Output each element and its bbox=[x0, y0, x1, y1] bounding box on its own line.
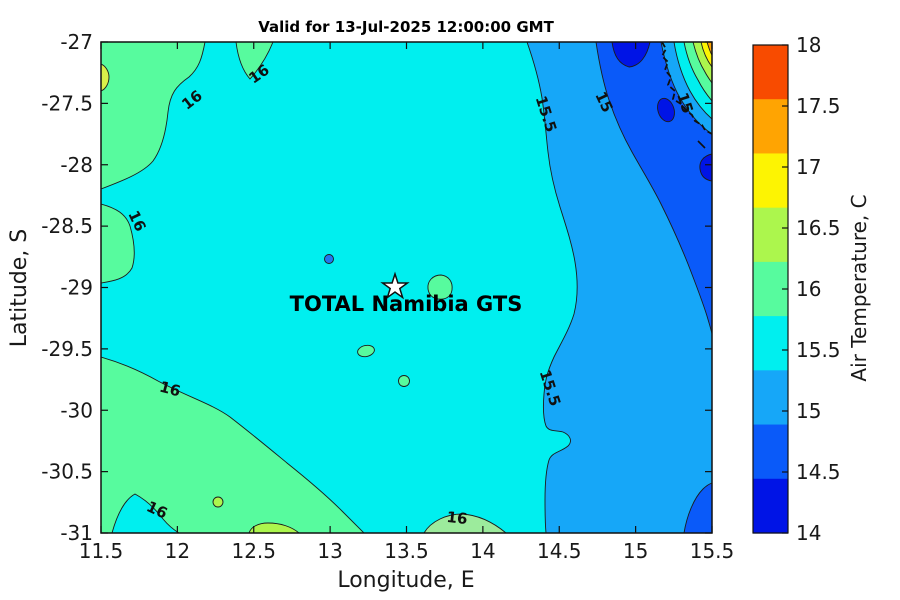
colorbar-label: Air Temperature, C bbox=[847, 194, 871, 381]
x-axis-label: Longitude, E bbox=[337, 568, 474, 593]
colorbar-segment-orange bbox=[753, 99, 788, 155]
band-16-16.5-center-blob bbox=[427, 274, 453, 300]
x-tick-label: 13.5 bbox=[384, 539, 429, 563]
contour-label-16: 16 bbox=[158, 378, 183, 401]
y-tick-label: -27 bbox=[60, 30, 93, 54]
x-tick-label: 15.5 bbox=[690, 539, 735, 563]
band-16.5-17-lens-west-edge bbox=[101, 63, 110, 92]
axis-ticks: 11.5 12 12.5 13 13.5 14 14.5 15 15.5 -27 -27.5 -28 -… bbox=[41, 30, 734, 563]
x-tick-label: 11.5 bbox=[79, 539, 124, 563]
band-14-14.5-blob-edge bbox=[699, 153, 712, 182]
station-label: TOTAL Namibia GTS bbox=[290, 292, 523, 316]
colorbar-segment-dodger bbox=[753, 370, 788, 426]
band-16-16.5-bottom-bump bbox=[423, 513, 507, 533]
x-tick-label: 13 bbox=[317, 539, 342, 563]
colorbar-tick-label: 17 bbox=[796, 155, 821, 179]
coastline bbox=[660, 42, 712, 135]
y-tick-label: -30.5 bbox=[41, 460, 93, 484]
band-14.5-15-southeast-corner bbox=[683, 482, 712, 533]
band-16-16.5-top-tongue bbox=[235, 42, 274, 80]
colorbar-segment-blue bbox=[753, 424, 788, 480]
cold-dot-15-15.5 bbox=[324, 254, 334, 264]
coastline-fragment bbox=[697, 140, 706, 149]
y-axis-label: Latitude, S bbox=[7, 229, 32, 348]
y-tick-label: -28.5 bbox=[41, 214, 93, 238]
band-14.5-15-northeast bbox=[595, 42, 712, 335]
colorbar-tick-label: 17.5 bbox=[796, 94, 841, 118]
corner-band-17.5-18 bbox=[706, 42, 712, 56]
colorbar-tick-label: 15 bbox=[796, 399, 821, 423]
plot-title: Valid for 13-Jul-2025 12:00:00 GMT bbox=[258, 18, 554, 36]
colorbar: 18 17.5 17 16.5 16 15.5 15 14.5 14 bbox=[752, 33, 841, 545]
contour-label-15: 15 bbox=[673, 90, 697, 115]
colorbar-tick-label: 18 bbox=[796, 33, 821, 57]
plot-border bbox=[100, 41, 713, 534]
band-16-16.5-west-lobe bbox=[101, 203, 135, 284]
x-tick-label: 14.5 bbox=[537, 539, 582, 563]
colorbar-segment-dark_blue bbox=[753, 478, 788, 534]
colorbar-segment-green_yellow bbox=[753, 207, 788, 263]
colorbar-segment-cyan bbox=[753, 316, 788, 371]
colorbar-tick-label: 16.5 bbox=[796, 216, 841, 240]
band-16.5-17-dot bbox=[212, 496, 224, 508]
band-16.5-17-bottom-blob bbox=[248, 522, 300, 533]
band-14-14.5-blob-teardrop bbox=[657, 97, 675, 123]
y-tick-label: -29.5 bbox=[41, 337, 93, 361]
colorbar-tick-label: 14.5 bbox=[796, 460, 841, 484]
colorbar-tick-label: 15.5 bbox=[796, 338, 841, 362]
x-tick-label: 15 bbox=[623, 539, 648, 563]
star-icon bbox=[380, 271, 410, 300]
x-tick-label: 14 bbox=[470, 539, 495, 563]
y-tick-label: -27.5 bbox=[41, 91, 93, 115]
y-tick-label: -28 bbox=[60, 153, 93, 177]
band-14-14.5-blob-top bbox=[611, 42, 651, 68]
band-16-16.5-northwest bbox=[101, 42, 206, 190]
colorbar-tick-label: 16 bbox=[796, 277, 821, 301]
x-tick-label: 12 bbox=[165, 539, 190, 563]
colorbar-segment-yellow bbox=[753, 153, 788, 209]
x-tick-label: 12.5 bbox=[231, 539, 276, 563]
map-area bbox=[101, 42, 712, 533]
colorbar-tick-label: 14 bbox=[796, 521, 821, 545]
y-tick-label: -29 bbox=[60, 276, 93, 300]
band-16-16.5-center-dot bbox=[398, 375, 410, 387]
colorbar-segment-orange_red bbox=[753, 45, 788, 100]
cyan-inlet-southwest bbox=[111, 493, 180, 533]
contour-label-16: 16 bbox=[446, 508, 469, 528]
y-tick-label: -30 bbox=[60, 398, 93, 422]
band-16-16.5-center-oval bbox=[357, 344, 375, 358]
y-tick-label: -31 bbox=[60, 521, 93, 545]
band-16-16.5-southwest bbox=[101, 356, 365, 533]
